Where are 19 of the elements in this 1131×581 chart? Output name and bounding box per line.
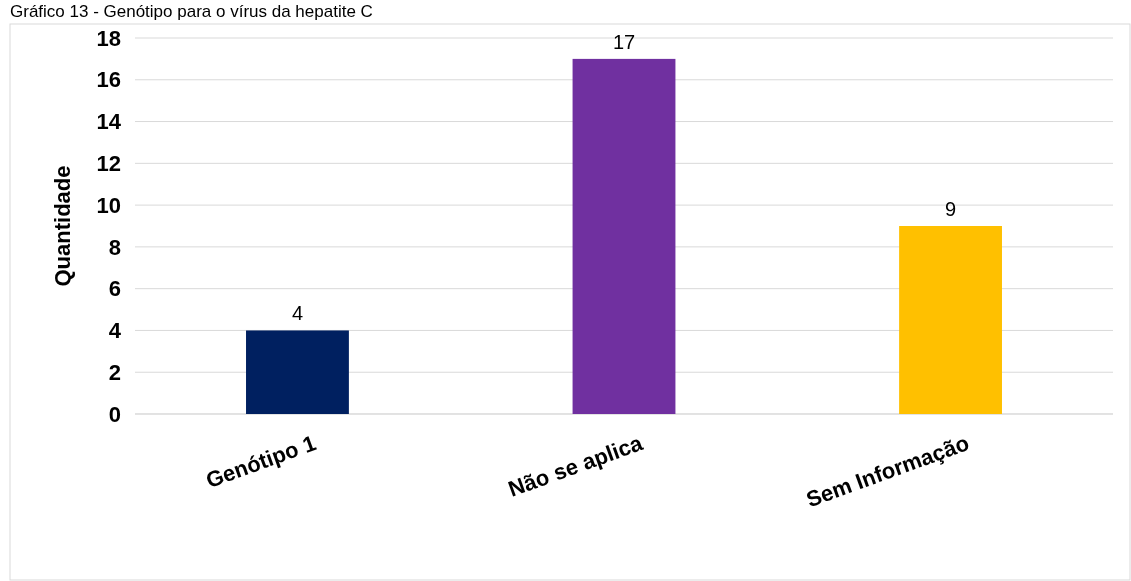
bar [572,58,676,414]
chart-title: Gráfico 13 - Genótipo para o vírus da hepatite C [10,2,373,21]
y-tick-label: 0 [108,401,121,427]
bar [899,226,1002,414]
y-tick-label: 18 [96,25,121,51]
y-axis-title: Quantidade [50,165,75,287]
y-tick-label: 2 [108,359,121,385]
y-tick-label: 10 [96,192,121,218]
y-tick-label: 16 [96,67,121,93]
bar [246,330,349,414]
x-tick-label: Não se aplica [505,429,647,502]
y-tick-label: 6 [108,276,121,302]
data-label: 9 [944,198,957,220]
y-tick-label: 4 [108,318,122,344]
data-label: 17 [612,30,636,53]
y-tick-label: 14 [96,109,122,135]
data-label: 4 [291,302,304,325]
y-tick-label: 12 [96,151,121,177]
y-tick-label: 8 [108,234,121,260]
